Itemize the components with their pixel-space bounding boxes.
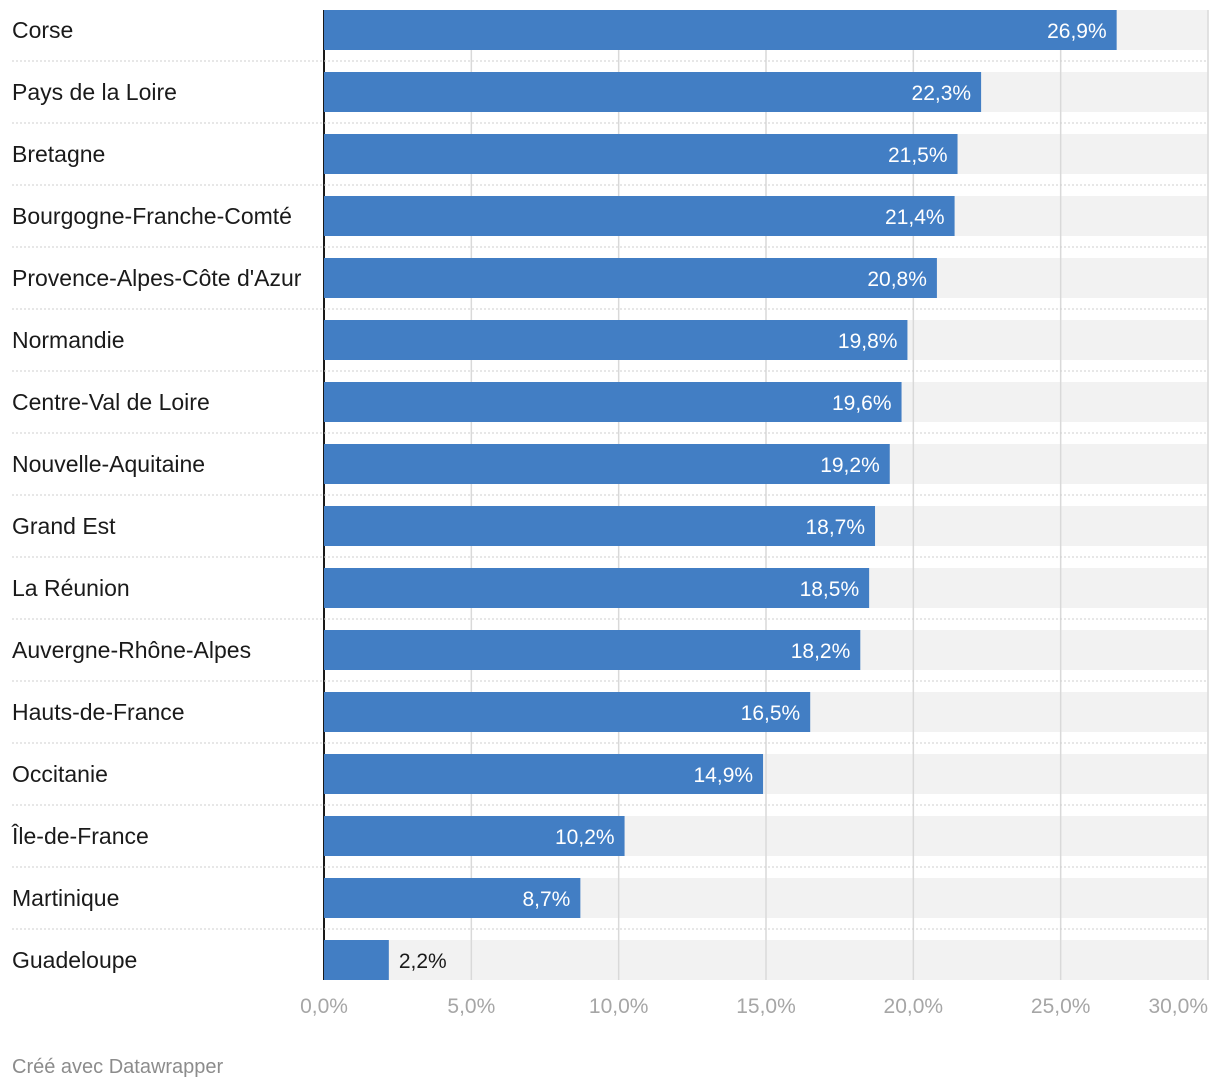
footer-credit: Créé avec Datawrapper: [12, 1056, 224, 1078]
row-labels: Corse Pays de la Loire Bretagne Bourgogne-F…: [11, 17, 1208, 973]
bar-value-label: 19,2%: [820, 454, 880, 477]
x-tick-label: 30,0%: [1148, 995, 1208, 1018]
bar-value-label: 19,6%: [832, 392, 892, 415]
bar-value-label: 18,2%: [791, 640, 851, 663]
bar-value-label: 22,3%: [912, 82, 972, 105]
category-label: Martinique: [12, 885, 119, 911]
bar-value-label: 19,8%: [838, 330, 898, 353]
category-label: La Réunion: [12, 575, 130, 601]
bar: [324, 444, 890, 484]
bar: [324, 382, 902, 422]
bar-value-label: 18,7%: [805, 516, 865, 539]
bar: [324, 568, 870, 608]
x-tick-label: 20,0%: [884, 995, 944, 1018]
bar-value-label: 26,9%: [1047, 20, 1107, 43]
category-label: Occitanie: [12, 761, 108, 787]
category-label: Corse: [12, 17, 73, 43]
bar-value-label: 8,7%: [522, 888, 570, 911]
bar-value-label: 16,5%: [741, 702, 801, 725]
bar-value-label: 18,5%: [800, 578, 860, 601]
bar-value-label: 2,2%: [399, 950, 447, 973]
bar: [324, 816, 625, 856]
category-label: Normandie: [12, 327, 125, 353]
bar: [324, 692, 811, 732]
bar: [324, 134, 958, 174]
x-tick-label: 25,0%: [1031, 995, 1091, 1018]
bar-value-label: 14,9%: [694, 764, 754, 787]
category-label: Bretagne: [12, 141, 105, 167]
bar: [324, 258, 937, 298]
bar: [324, 878, 581, 918]
category-label: Île-de-France: [11, 823, 149, 849]
category-label: Grand Est: [12, 513, 116, 539]
bar: [324, 196, 955, 236]
category-label: Provence-Alpes-Côte d'Azur: [12, 265, 302, 291]
bar: [324, 754, 764, 794]
category-label: Centre-Val de Loire: [12, 389, 210, 415]
category-label: Nouvelle-Aquitaine: [12, 451, 205, 477]
category-label: Auvergne-Rhône-Alpes: [12, 637, 251, 663]
x-tick-label: 5,0%: [447, 995, 495, 1018]
category-label: Guadeloupe: [12, 947, 137, 973]
bar-value-label: 10,2%: [555, 826, 615, 849]
bar-value-label: 20,8%: [867, 268, 927, 291]
bar-value-label: 21,4%: [885, 206, 945, 229]
bar-value-label: 21,5%: [888, 144, 948, 167]
x-axis-ticks: 0,0% 5,0% 10,0% 15,0% 20,0% 25,0% 30,0%: [300, 995, 1208, 1018]
category-label: Hauts-de-France: [12, 699, 185, 725]
bar: [324, 10, 1117, 50]
bar: [324, 506, 876, 546]
x-tick-label: 0,0%: [300, 995, 348, 1018]
category-label: Pays de la Loire: [12, 79, 177, 105]
bars: 26,9% 22,3% 21,5% 21,4% 20,8% 19,8% 19,6% 19,2%…: [324, 10, 1117, 980]
bar: [324, 72, 982, 112]
x-tick-label: 15,0%: [736, 995, 796, 1018]
x-tick-label: 10,0%: [589, 995, 649, 1018]
bar: [324, 630, 861, 670]
category-label: Bourgogne-Franche-Comté: [12, 203, 292, 229]
bar: [324, 320, 908, 360]
bar: [324, 940, 389, 980]
